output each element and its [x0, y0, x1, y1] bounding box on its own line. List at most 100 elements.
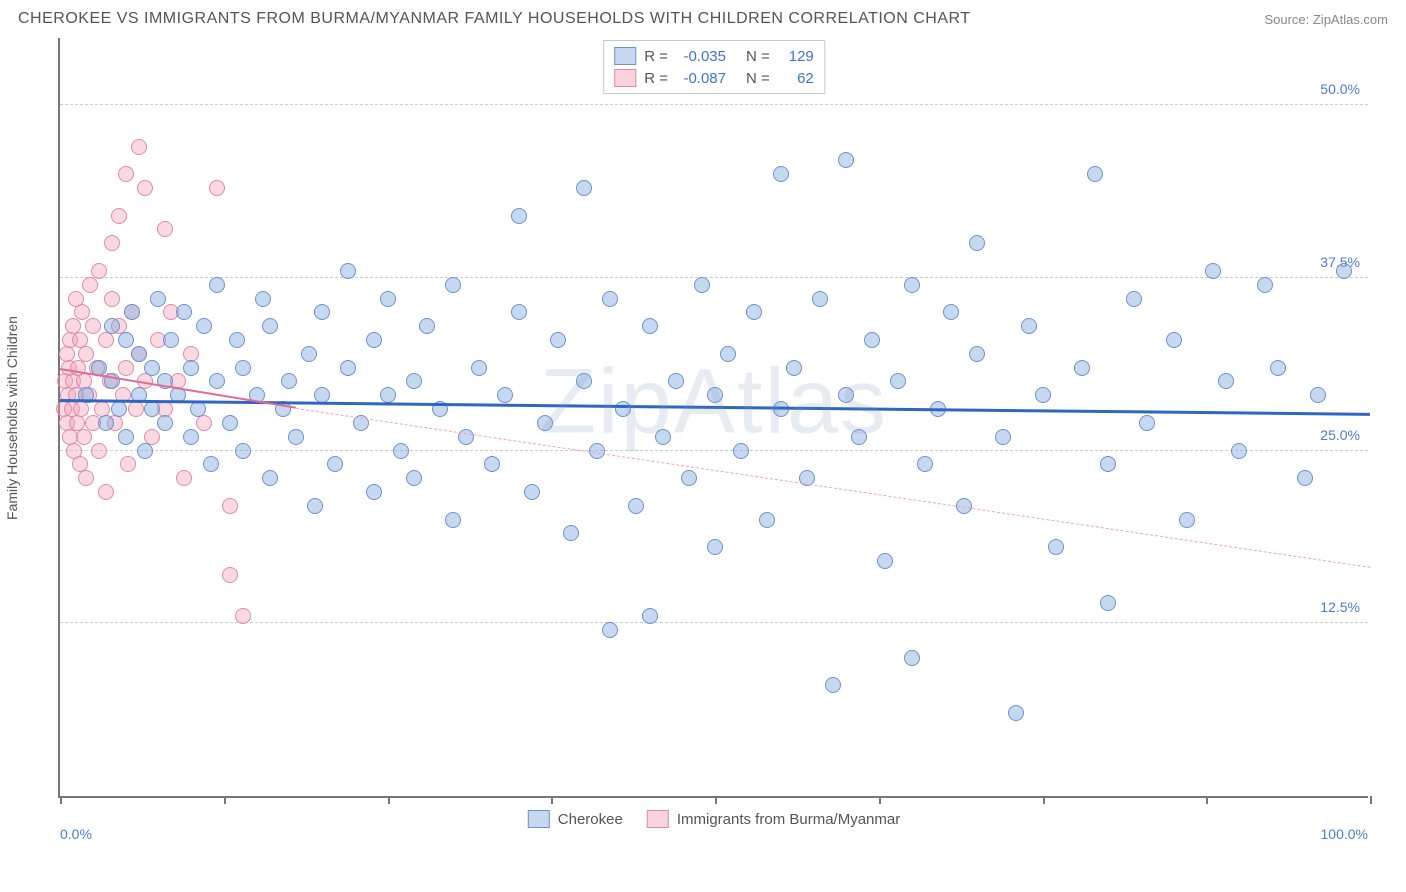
data-point [733, 443, 749, 459]
data-point [825, 677, 841, 693]
data-point [327, 456, 343, 472]
data-point [445, 512, 461, 528]
data-point [1166, 332, 1182, 348]
data-point [943, 304, 959, 320]
data-point [812, 291, 828, 307]
scatter-plot: ZipAtlas R =-0.035N =129R =-0.087N =62 0… [58, 38, 1368, 798]
source-prefix: Source: [1264, 12, 1312, 27]
data-point [1087, 166, 1103, 182]
data-point [602, 622, 618, 638]
data-point [406, 373, 422, 389]
data-point [222, 567, 238, 583]
y-tick-label: 12.5% [1320, 599, 1360, 615]
data-point [393, 443, 409, 459]
data-point [314, 304, 330, 320]
data-point [1126, 291, 1142, 307]
data-point [98, 484, 114, 500]
data-point [111, 401, 127, 417]
data-point [380, 387, 396, 403]
data-point [78, 346, 94, 362]
data-point [497, 387, 513, 403]
data-point [1074, 360, 1090, 376]
data-point [668, 373, 684, 389]
series-legend-item: Cherokee [528, 810, 623, 828]
data-point [707, 387, 723, 403]
data-point [118, 166, 134, 182]
data-point [340, 263, 356, 279]
data-point [1257, 277, 1273, 293]
data-point [484, 456, 500, 472]
x-tick [60, 796, 62, 804]
data-point [98, 332, 114, 348]
trend-line [296, 408, 1370, 568]
legend-swatch [528, 810, 550, 828]
data-point [209, 180, 225, 196]
data-point [969, 235, 985, 251]
data-point [91, 443, 107, 459]
legend-swatch [647, 810, 669, 828]
data-point [615, 401, 631, 417]
data-point [203, 456, 219, 472]
gridline [60, 104, 1368, 105]
data-point [209, 373, 225, 389]
data-point [720, 346, 736, 362]
legend-r-value: -0.087 [676, 70, 726, 87]
data-point [144, 360, 160, 376]
data-point [137, 443, 153, 459]
x-tick [1206, 796, 1208, 804]
data-point [838, 152, 854, 168]
data-point [406, 470, 422, 486]
x-tick [1370, 796, 1372, 804]
data-point [1205, 263, 1221, 279]
data-point [366, 332, 382, 348]
data-point [255, 291, 271, 307]
data-point [1310, 387, 1326, 403]
data-point [877, 553, 893, 569]
legend-r-value: -0.035 [676, 48, 726, 65]
data-point [1008, 705, 1024, 721]
data-point [176, 304, 192, 320]
data-point [366, 484, 382, 500]
legend-row: R = -0.087 N = 62 [614, 67, 814, 89]
series-name: Immigrants from Burma/Myanmar [677, 811, 900, 828]
legend-n-value: 129 [778, 48, 814, 65]
source-link[interactable]: ZipAtlas.com [1313, 12, 1388, 27]
data-point [104, 318, 120, 334]
data-point [1048, 539, 1064, 555]
legend-swatch [614, 69, 636, 87]
data-point [281, 373, 297, 389]
data-point [589, 443, 605, 459]
data-point [98, 415, 114, 431]
x-tick [879, 796, 881, 804]
data-point [144, 401, 160, 417]
source-attribution: Source: ZipAtlas.com [1264, 12, 1388, 27]
data-point [746, 304, 762, 320]
data-point [1336, 263, 1352, 279]
data-point [262, 470, 278, 486]
data-point [851, 429, 867, 445]
data-point [235, 608, 251, 624]
series-name: Cherokee [558, 811, 623, 828]
series-legend-item: Immigrants from Burma/Myanmar [647, 810, 900, 828]
data-point [307, 498, 323, 514]
x-axis-max: 100.0% [1321, 826, 1368, 842]
data-point [78, 470, 94, 486]
legend-n-value: 62 [778, 70, 814, 87]
data-point [563, 525, 579, 541]
data-point [137, 180, 153, 196]
data-point [1100, 456, 1116, 472]
data-point [128, 401, 144, 417]
data-point [288, 429, 304, 445]
legend-n-label: N = [746, 70, 770, 87]
legend-r-label: R = [644, 70, 668, 87]
data-point [707, 539, 723, 555]
data-point [104, 291, 120, 307]
data-point [576, 373, 592, 389]
data-point [118, 360, 134, 376]
y-axis-label: Family Households with Children [4, 316, 20, 520]
data-point [773, 166, 789, 182]
data-point [537, 415, 553, 431]
data-point [759, 512, 775, 528]
data-point [222, 415, 238, 431]
data-point [73, 401, 89, 417]
